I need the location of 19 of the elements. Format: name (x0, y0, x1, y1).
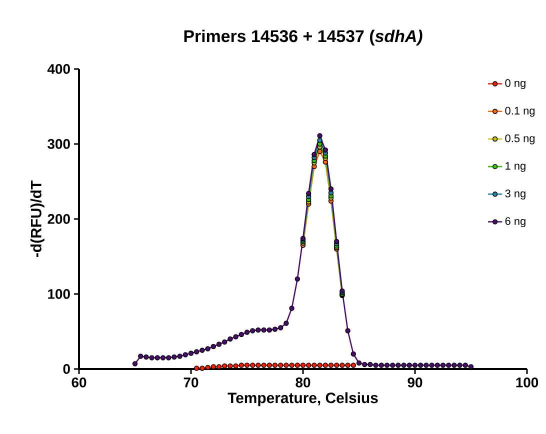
x-tick-label: 90 (408, 377, 422, 388)
legend-label: 1 ng (506, 162, 526, 172)
y-tick-label: 100 (48, 289, 70, 299)
y-tick-label: 400 (47, 64, 70, 74)
y-tick-label: 200 (48, 214, 70, 224)
legend-label: 0 ng (505, 79, 526, 90)
x-axis-title: Temperature, Celsius (228, 392, 378, 406)
chart-title: Primers 14536 + 14537 (sdhA) (184, 30, 422, 46)
y-tick-label: 0 (63, 364, 70, 374)
y-tick-label: 300 (48, 139, 70, 149)
y-axis-title: -d(RFU)/dT (30, 180, 44, 257)
legend-label: 0.5 ng (505, 134, 535, 144)
x-tick-label: 60 (72, 377, 86, 388)
legend-label: 3 ng (505, 190, 526, 200)
x-tick-label: 80 (296, 377, 310, 388)
x-tick-label: 100 (516, 377, 538, 388)
x-tick-label: 70 (184, 377, 198, 388)
legend-label: 0.1 ng (505, 106, 535, 117)
legend-label: 6 ng (505, 217, 526, 228)
